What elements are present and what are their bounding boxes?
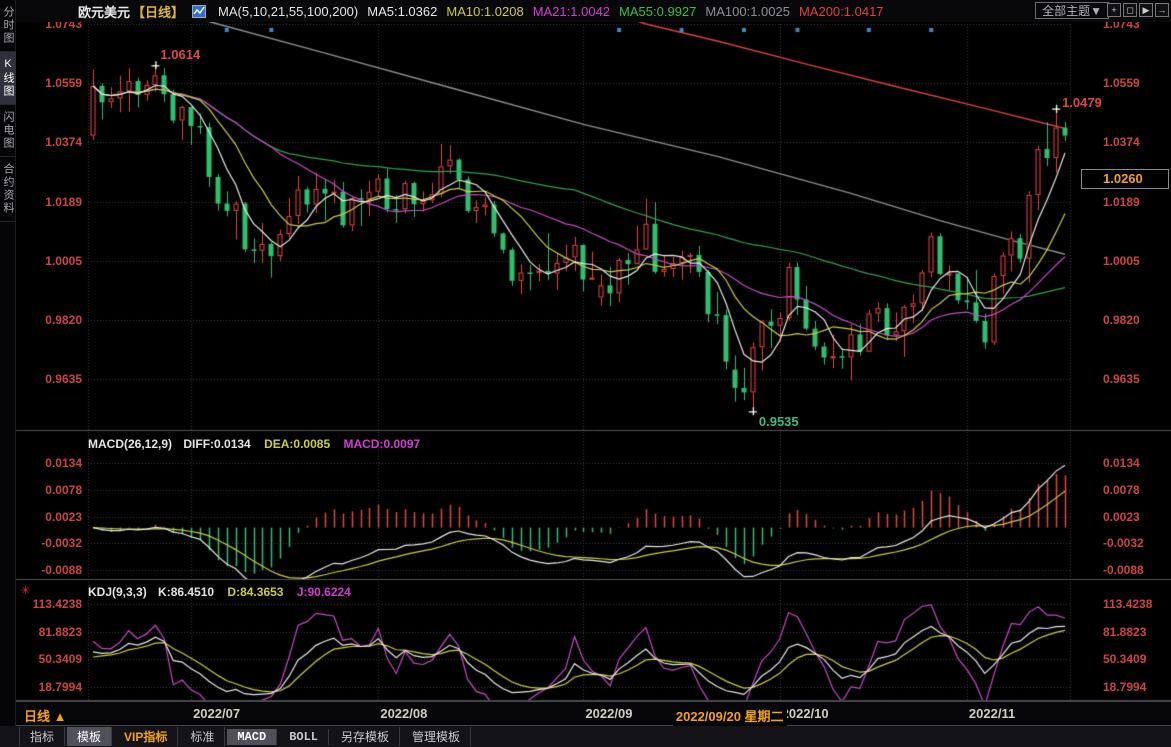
macd-diff-value: DIFF:0.0134 bbox=[183, 437, 251, 451]
axis-tick-label: 1.0559 bbox=[1103, 76, 1140, 90]
toolbar-tab-3[interactable]: 标准 bbox=[180, 727, 226, 746]
axis-tick-label: 18.7994 bbox=[38, 680, 82, 694]
current-price-box: 1.0260 bbox=[1081, 168, 1169, 189]
pan-left-icon[interactable]: ◻ bbox=[1123, 3, 1137, 17]
x-axis-month-label: 2022/09 bbox=[585, 706, 633, 721]
toolbar-tab-2[interactable]: VIP指标 bbox=[114, 727, 179, 746]
toolbar-tab-4[interactable]: MACD bbox=[227, 728, 278, 745]
axis-tick-label: 113.4238 bbox=[32, 597, 82, 611]
kdj-settings-icon[interactable]: ✳ bbox=[21, 585, 31, 597]
kdj-d-value: D:84.3653 bbox=[227, 585, 284, 599]
axis-tick-label: 0.9635 bbox=[1103, 372, 1140, 387]
crosshair-date-label: 2022/09/20 星期二 bbox=[672, 705, 787, 726]
toolbar-tab-7[interactable]: 管理模板 bbox=[402, 727, 472, 746]
axis-tick-label: 1.0189 bbox=[1103, 194, 1140, 209]
kdj-k-value: K:86.4510 bbox=[158, 585, 215, 599]
exit-icon[interactable]: → bbox=[1155, 3, 1169, 17]
window-controls: + ◻ ▶ → bbox=[1105, 3, 1169, 17]
macd-value: MACD:0.0097 bbox=[343, 437, 421, 451]
axis-tick-label: 0.0078 bbox=[45, 483, 82, 497]
x-axis-month-label: 2022/10 bbox=[781, 706, 829, 721]
chart-header: 欧元美元 【日线】 MA(5,10,21,55,100,200) MA5:1.0… bbox=[16, 0, 1171, 22]
ma-legend-item-4: MA100:1.0025 bbox=[705, 3, 790, 19]
axis-tick-label: 0.0134 bbox=[45, 456, 82, 470]
toolbar-tab-6[interactable]: 另存模板 bbox=[331, 727, 401, 746]
toolbar-tab-0[interactable]: 指标 bbox=[19, 727, 66, 746]
axis-tick-label: 0.9820 bbox=[45, 312, 82, 327]
x-axis-row: 日线 ▲ 2022/09/20 星期二 2022/07 2022/08 2022/0… bbox=[16, 701, 1171, 726]
axis-tick-label: -0.0088 bbox=[1103, 563, 1144, 578]
macd-dea-value: DEA:0.0085 bbox=[264, 437, 331, 451]
ma-legend-item-0: MA5:1.0362 bbox=[367, 3, 438, 19]
kdj-panel-header: KDJ(9,3,3) K:86.4510 D:84.3653 J:90.6224 bbox=[88, 585, 351, 599]
chart-type-sidebar: 分时图 K线图 闪电图 合约资料 bbox=[0, 0, 16, 747]
period-low-annotation: 0.9535 bbox=[758, 414, 799, 430]
ma-legend-item-5: MA200:1.0417 bbox=[798, 3, 884, 19]
kdj-j-value: J:90.6224 bbox=[296, 585, 351, 599]
indicator-toolbar: 指标 模板 VIP指标 标准 MACD BOLL 另存模板 管理模板 bbox=[0, 726, 1171, 747]
axis-tick-label: -0.0032 bbox=[1103, 536, 1144, 551]
x-axis-month-label: 2022/11 bbox=[968, 706, 1016, 721]
axis-tick-label: 1.0005 bbox=[1103, 253, 1140, 268]
x-axis-month-label: 2022/08 bbox=[380, 706, 428, 721]
axis-tick-label: 0.0023 bbox=[45, 509, 82, 524]
ma-settings-label: MA(5,10,21,55,100,200) bbox=[218, 3, 359, 19]
rally-high-annotation: 1.0479 bbox=[1062, 94, 1102, 110]
period-up-arrow-icon: ▲ bbox=[53, 709, 67, 724]
axis-tick-label: 1.0189 bbox=[45, 194, 82, 209]
sidebar-item-2[interactable]: 闪电图 bbox=[0, 105, 16, 157]
symbol-name: 欧元美元 bbox=[78, 4, 131, 20]
axis-tick-label: 81.8823 bbox=[38, 624, 82, 639]
axis-tick-label: 50.3409 bbox=[1103, 652, 1147, 667]
x-axis-month-label: 2022/07 bbox=[193, 706, 241, 721]
axis-tick-label: 1.0374 bbox=[45, 135, 82, 150]
ma-legend-item-1: MA10:1.0208 bbox=[446, 3, 524, 19]
period-label: 【日线】 bbox=[132, 4, 185, 20]
axis-tick-label: 1.0005 bbox=[45, 253, 82, 268]
toolbar-tab-5[interactable]: BOLL bbox=[279, 728, 330, 745]
macd-panel-header: MACD(26,12,9) DIFF:0.0134 DEA:0.0085 MAC… bbox=[88, 437, 420, 451]
sidebar-item-1[interactable]: K线图 bbox=[0, 52, 16, 105]
axis-tick-label: 50.3409 bbox=[38, 652, 82, 667]
axis-tick-label: 0.9820 bbox=[1103, 312, 1140, 327]
axis-tick-label: -0.0032 bbox=[41, 536, 82, 551]
kdj-title: KDJ(9,3,3) bbox=[88, 585, 147, 599]
axis-tick-label: 1.0559 bbox=[45, 76, 82, 90]
ma-legend-item-2: MA21:1.0042 bbox=[532, 3, 611, 19]
axis-tick-label: 81.8823 bbox=[1103, 624, 1147, 639]
theme-dropdown-button[interactable]: 全部主题▼ bbox=[1035, 2, 1109, 19]
axis-tick-label: 0.0078 bbox=[1103, 483, 1140, 497]
ma-legend: MA5:1.0362 MA10:1.0208 MA21:1.0042 MA55:0.9… bbox=[358, 4, 883, 19]
axis-tick-label: 113.4238 bbox=[1103, 597, 1153, 611]
axis-tick-label: 0.0134 bbox=[1103, 456, 1140, 470]
axis-tick-label: 18.7994 bbox=[1103, 680, 1147, 694]
axis-tick-label: 0.9635 bbox=[45, 372, 82, 387]
axis-tick-label: 1.0374 bbox=[1103, 135, 1140, 150]
kline-chart-icon[interactable] bbox=[192, 4, 207, 18]
pan-right-icon[interactable]: ▶ bbox=[1139, 3, 1153, 17]
move-icon[interactable]: + bbox=[1107, 3, 1121, 17]
sidebar-item-0[interactable]: 分时图 bbox=[0, 0, 16, 52]
axis-tick-label: 0.0023 bbox=[1103, 509, 1140, 524]
macd-title: MACD(26,12,9) bbox=[88, 437, 173, 451]
period-high-annotation: 1.0614 bbox=[160, 47, 201, 63]
sidebar-item-3[interactable]: 合约资料 bbox=[0, 157, 16, 222]
axis-tick-label: -0.0088 bbox=[41, 563, 82, 578]
ma-legend-item-3: MA55:0.9927 bbox=[619, 3, 697, 19]
toolbar-tab-1[interactable]: 模板 bbox=[67, 727, 113, 746]
period-selector[interactable]: 日线 ▲ bbox=[24, 709, 67, 724]
